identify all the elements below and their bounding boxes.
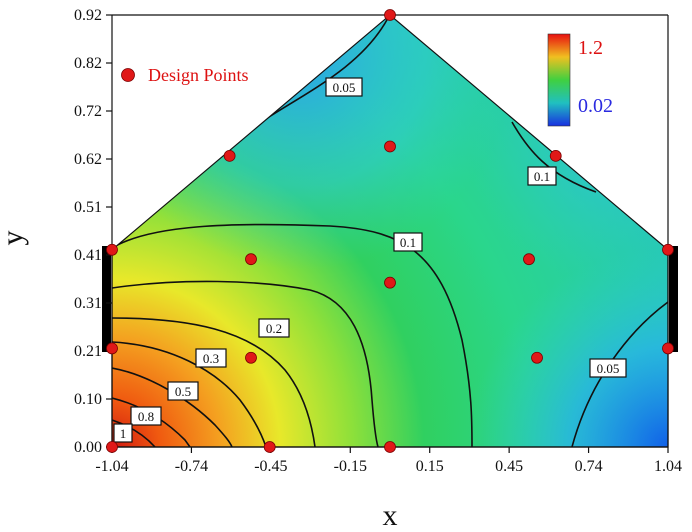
design-point [106,342,118,355]
y-tick-label: 0.51 [74,199,102,216]
contour-label-0.3: 0.3 [195,348,227,368]
contour-line-0.1-right [511,121,597,193]
x-tick-label: -0.45 [254,458,287,475]
x-tick-label: 1.04 [654,458,682,475]
design-point [549,149,562,162]
design-point [384,441,396,453]
design-point [384,140,396,153]
x-tick-label: 0.15 [416,458,444,475]
design-point [263,441,276,453]
x-tick-label: 0.45 [495,458,523,475]
contour-line-1 [112,419,156,447]
x-axis-title: x [383,499,398,532]
x-tick-label: 0.74 [575,458,603,475]
x-tick-label: -1.04 [95,458,128,475]
y-tick-label: 0.31 [74,295,102,312]
y-tick-label: 0.72 [74,103,102,120]
design-point [106,243,118,256]
contour-label-0.8: 0.8 [130,406,162,426]
design-point [662,342,674,355]
left-wall-bar [102,246,111,352]
svg-text:1: 1 [120,426,127,441]
contour-label-0.05-br: 0.05 [589,358,627,378]
svg-text:0.05: 0.05 [333,80,356,95]
y-tick-label: 0.00 [74,439,102,456]
x-axis-ticks: -1.04 -0.74 -0.45 -0.15 0.15 0.45 0.74 1.04 [95,447,682,475]
legend-label: Design Points [148,65,249,85]
contour-line-0.3 [112,341,267,447]
svg-text:0.5: 0.5 [175,384,191,399]
right-wall-bar [669,246,678,352]
contour-line-0.5 [112,367,233,447]
y-tick-label: 0.92 [74,7,102,24]
y-axis-title: y [0,231,29,246]
y-tick-label: 0.62 [74,151,102,168]
svg-text:0.05: 0.05 [597,361,620,376]
colorbar-gradient [547,33,571,127]
contour-label-0.2: 0.2 [258,318,290,338]
colorbar-max-label: 1.2 [578,37,603,59]
design-point [523,253,535,266]
y-tick-label: 0.82 [74,55,102,72]
design-point [223,149,236,162]
design-point [245,253,257,266]
colorbar-min-label: 0.02 [578,95,613,117]
y-axis-ticks: 0.00 0.10 0.21 0.31 0.41 0.51 0.62 0.72 0.82 0.92 [74,7,112,456]
design-point [106,441,118,453]
svg-text:0.1: 0.1 [534,169,550,184]
svg-text:0.8: 0.8 [138,409,154,424]
x-tick-label: -0.15 [334,458,367,475]
x-tick-label: -0.74 [175,458,208,475]
contour-label-0.1-center: 0.1 [393,232,423,252]
contour-line-0.2 [112,317,316,447]
design-point [384,9,396,21]
legend: Design Points [121,65,249,85]
y-tick-label: 0.10 [74,391,102,408]
design-point [245,351,257,364]
contour-line-0.1-center2 [112,280,379,447]
design-point [531,351,543,364]
design-point [662,243,674,256]
colorbar: 1.2 0.02 [547,33,613,127]
contour-label-0.1-right: 0.1 [527,166,557,186]
svg-text:0.3: 0.3 [203,351,219,366]
design-point [384,276,396,289]
design-points [106,9,674,453]
legend-marker [121,68,135,82]
svg-text:0.2: 0.2 [266,321,282,336]
contour-label-0.5: 0.5 [167,381,199,401]
y-tick-label: 0.41 [74,247,102,264]
svg-text:0.1: 0.1 [400,235,416,250]
contour-label-1: 1 [113,423,133,443]
y-tick-label: 0.21 [74,343,102,360]
contour-label-0.05-top: 0.05 [325,77,363,97]
